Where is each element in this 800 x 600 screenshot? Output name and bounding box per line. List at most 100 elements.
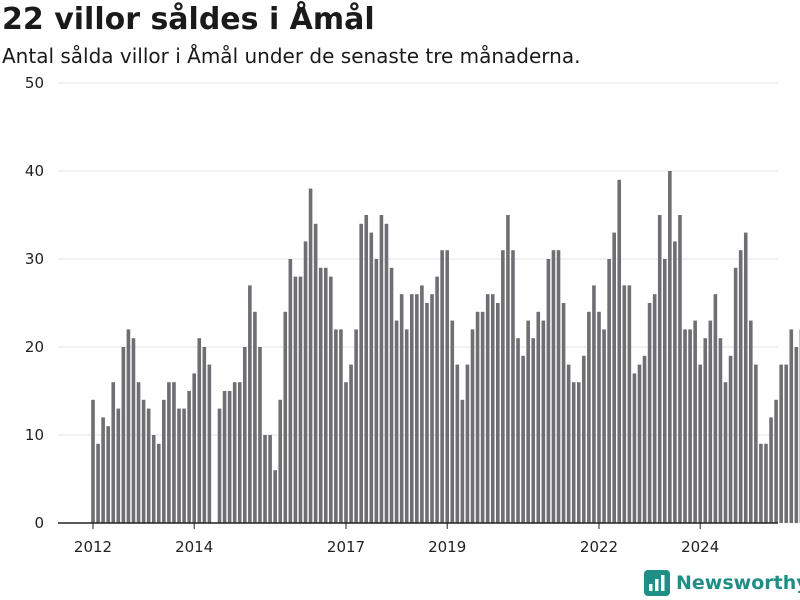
bar [369,232,374,523]
bar [597,311,601,523]
bar [541,320,546,523]
bar [349,364,353,523]
x-tick-label: 2022 [580,538,618,556]
x-axis-ticks: 2012 2014 2017 2019 2022 2024 [74,523,719,556]
bar [318,267,323,523]
bar [784,364,789,523]
x-tick-label: 2019 [428,538,466,556]
y-tick-label: 40 [25,162,44,180]
bar [688,329,692,523]
bar [749,320,753,523]
bar [187,391,191,523]
bar [668,171,672,523]
bar [182,408,186,523]
bar [106,426,110,523]
x-tick-label: 2017 [327,538,365,556]
bar [632,373,637,523]
bar [440,250,444,523]
bar [298,276,303,523]
bar [743,232,748,523]
bar [389,267,394,523]
bar [789,329,794,523]
bar [521,355,525,523]
bar [399,294,404,523]
bar [354,329,358,523]
bar [794,347,799,523]
bar [703,338,708,523]
bar [485,294,490,523]
bar [217,408,222,523]
bar [409,294,414,523]
bar [364,215,369,523]
newsworthy-logo: Newsworthy [644,570,800,596]
x-tick-label: 2024 [681,538,719,556]
bar [759,443,763,523]
bar [283,311,288,523]
bar [121,347,126,523]
bar [197,338,202,523]
bar [501,250,505,523]
y-tick-label: 30 [25,250,44,268]
bar [738,250,743,523]
bar [359,223,363,524]
bar [531,338,536,523]
bar [253,311,257,523]
bar [642,355,647,523]
bar [536,311,541,523]
bar [404,329,409,523]
y-axis-ticks: 0 10 20 30 40 50 [25,74,44,532]
bar [248,285,252,523]
brand-name: Newsworthy [676,572,800,594]
bar [116,408,121,523]
bar [713,294,718,523]
bar [420,285,424,523]
bar [475,311,480,523]
bar [172,382,176,523]
bar [430,294,434,523]
bar [258,347,262,523]
bar [496,303,500,523]
bar [592,285,596,523]
bar [207,364,212,523]
bar [683,329,687,523]
bar [460,399,465,523]
bar [602,329,606,523]
bar [379,215,384,523]
bar [384,223,389,524]
bar [470,329,475,523]
y-tick-label: 10 [25,426,44,444]
bar [617,179,622,524]
chart-subtitle: Antal sålda villor i Åmål under de senas… [2,44,581,68]
bar [566,364,571,523]
bar [612,232,616,523]
bar [141,399,146,523]
bar [627,285,632,523]
bar [344,382,348,523]
bar [576,382,581,523]
bar [268,435,272,523]
bar [693,320,697,523]
bar [435,276,439,523]
bar [637,364,642,523]
bar [582,355,586,523]
bar [551,250,556,523]
bar [202,347,207,523]
bar [227,391,232,523]
bar [728,355,733,523]
bar [151,435,156,523]
bar [546,259,551,523]
bar [293,276,298,523]
bar [673,241,677,523]
bar [162,399,166,523]
bar [571,382,576,523]
bar [303,241,308,523]
bar [374,259,379,523]
bar [394,320,399,523]
bar [718,338,723,523]
chart-title: 22 villor såldes i Åmål [2,2,375,37]
bar [288,259,293,523]
bar [678,215,682,523]
bar [156,443,161,523]
bar [323,267,328,523]
bar [308,188,313,523]
